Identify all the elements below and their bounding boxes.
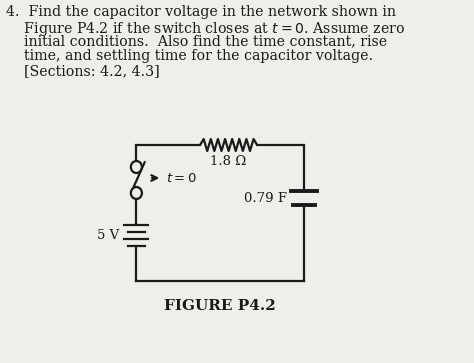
Text: Figure P4.2 if the switch closes at $t = 0$. Assume zero: Figure P4.2 if the switch closes at $t =… bbox=[7, 20, 406, 38]
Text: 5 V: 5 V bbox=[97, 229, 119, 242]
Text: [Sections: 4.2, 4.3]: [Sections: 4.2, 4.3] bbox=[7, 64, 160, 78]
Text: initial conditions.  Also find the time constant, rise: initial conditions. Also find the time c… bbox=[7, 34, 388, 49]
Text: $t= 0$: $t= 0$ bbox=[166, 171, 197, 184]
Text: 0.79 F: 0.79 F bbox=[244, 192, 287, 204]
Text: 4.  Find the capacitor voltage in the network shown in: 4. Find the capacitor voltage in the net… bbox=[7, 5, 396, 19]
Text: 1.8 Ω: 1.8 Ω bbox=[210, 155, 247, 168]
Text: FIGURE P4.2: FIGURE P4.2 bbox=[164, 299, 276, 313]
Text: time, and settling time for the capacitor voltage.: time, and settling time for the capacito… bbox=[7, 49, 374, 64]
